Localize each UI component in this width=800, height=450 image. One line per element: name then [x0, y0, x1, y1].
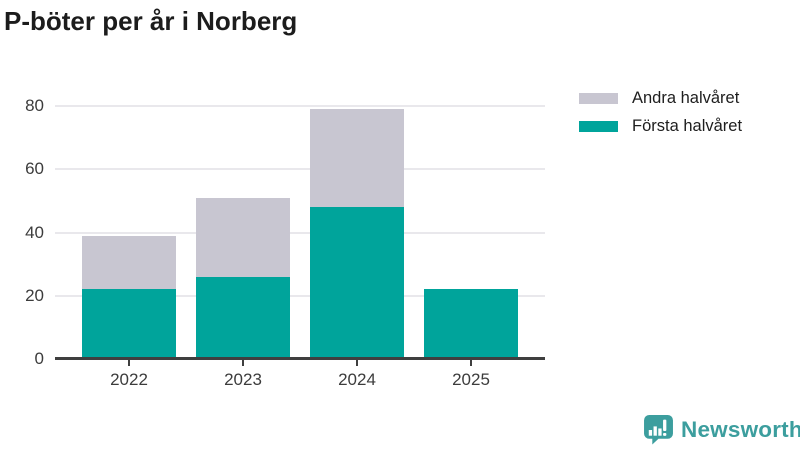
x-tick-label: 2025	[452, 370, 490, 389]
x-axis-tick	[128, 360, 130, 366]
gridline-y-20	[55, 294, 545, 297]
newsworthy-wordmark: Newsworthy	[681, 416, 800, 442]
bar-2023-forsta-halvaret	[196, 276, 290, 359]
x-tick-label: 2022	[110, 370, 148, 389]
legend-item-forsta-halvaret: Första halvåret	[579, 117, 742, 136]
gridline-y-40	[55, 231, 545, 234]
bar-chart-speech-bubble-icon	[644, 415, 673, 445]
x-axis-tick	[242, 360, 244, 366]
bar-2024-andra-halvaret	[310, 109, 404, 208]
chart-title: P-böter per år i Norberg	[4, 6, 298, 36]
x-tick-label: 2024	[338, 370, 376, 389]
legend-swatch-andra	[579, 93, 618, 104]
bar-2022-forsta-halvaret	[82, 289, 176, 359]
y-tick-label: 80	[25, 96, 44, 115]
y-tick-label: 20	[25, 285, 44, 305]
legend-label: Första halvåret	[632, 117, 743, 135]
y-tick-label: 60	[25, 159, 44, 179]
x-axis-tick	[356, 360, 358, 366]
y-tick-label: 0	[34, 349, 44, 368]
legend: Andra halvåret Första halvåret	[579, 89, 742, 136]
legend-label: Andra halvåret	[632, 89, 740, 107]
x-tick-label: 2023	[224, 370, 262, 389]
legend-swatch-forsta	[579, 121, 618, 132]
legend-item-andra-halvaret: Andra halvåret	[579, 89, 742, 108]
y-tick-label: 40	[25, 222, 44, 242]
bar-2025-forsta-halvaret	[424, 289, 518, 359]
gridline-y-60	[55, 168, 545, 171]
newsworthy-logo: Newsworthy	[643, 414, 800, 445]
bar-2023-andra-halvaret	[196, 197, 290, 277]
x-axis-tick	[470, 360, 472, 366]
gridline-y-80	[55, 105, 545, 107]
bar-2022-andra-halvaret	[82, 235, 176, 290]
x-axis-line	[55, 357, 545, 360]
bar-2024-forsta-halvaret	[310, 207, 404, 359]
